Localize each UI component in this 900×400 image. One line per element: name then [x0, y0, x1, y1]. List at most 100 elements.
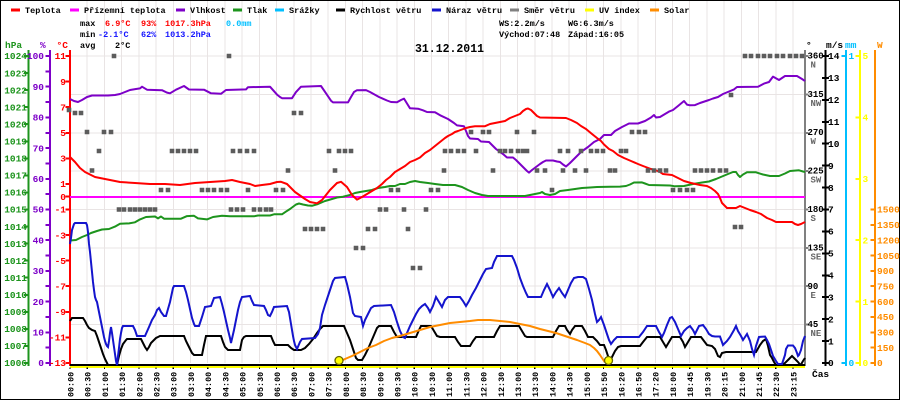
svg-text:01:00: 01:00 — [101, 372, 111, 397]
svg-text:1: 1 — [849, 51, 855, 62]
svg-text:04:30: 04:30 — [221, 372, 231, 397]
svg-text:13:00: 13:00 — [514, 372, 524, 397]
svg-text:1013: 1013 — [4, 239, 27, 250]
svg-text:-3: -3 — [55, 230, 67, 241]
svg-text:14:00: 14:00 — [548, 372, 558, 397]
svg-text:02:30: 02:30 — [153, 372, 163, 397]
svg-text:1019: 1019 — [4, 137, 27, 148]
svg-text:3: 3 — [863, 174, 869, 185]
svg-text:-5: -5 — [55, 256, 67, 267]
svg-text:0: 0 — [877, 358, 883, 369]
svg-text:07:30: 07:30 — [325, 372, 335, 397]
svg-text:1017.3hPa: 1017.3hPa — [165, 19, 211, 29]
svg-text:2: 2 — [863, 235, 869, 246]
svg-text:10: 10 — [828, 139, 840, 150]
svg-text:9: 9 — [60, 77, 66, 88]
svg-text:300: 300 — [877, 328, 894, 339]
svg-text:18:00: 18:00 — [669, 372, 679, 397]
svg-text:S: S — [811, 214, 817, 224]
svg-text:45: 45 — [808, 320, 819, 330]
svg-text:1: 1 — [863, 297, 869, 308]
svg-text:31.12.2011: 31.12.2011 — [415, 43, 484, 56]
svg-text:315: 315 — [808, 90, 824, 100]
svg-text:NE: NE — [811, 329, 822, 339]
svg-text:-1: -1 — [55, 205, 67, 216]
svg-text:135: 135 — [808, 243, 824, 253]
svg-text:70: 70 — [33, 143, 45, 154]
svg-text:16:20: 16:20 — [617, 372, 627, 397]
svg-text:-7: -7 — [55, 281, 67, 292]
svg-text:m/s: m/s — [826, 40, 843, 51]
svg-text:150: 150 — [877, 343, 894, 354]
svg-text:1006: 1006 — [4, 358, 27, 369]
svg-text:100: 100 — [27, 51, 44, 62]
svg-text:1: 1 — [828, 336, 834, 347]
svg-text:0: 0 — [863, 358, 869, 369]
svg-text:1015: 1015 — [4, 205, 27, 216]
svg-text:Směr větru: Směr větru — [524, 6, 575, 16]
svg-text:NW: NW — [811, 99, 822, 109]
svg-text:4: 4 — [828, 271, 834, 282]
svg-text:1008: 1008 — [4, 324, 27, 335]
svg-text:10:00: 10:00 — [411, 372, 421, 397]
svg-text:3: 3 — [60, 154, 66, 165]
svg-text:1500: 1500 — [877, 205, 900, 216]
svg-text:8: 8 — [828, 183, 834, 194]
svg-text:Západ:16:05: Západ:16:05 — [568, 30, 624, 40]
svg-text:1010: 1010 — [4, 290, 27, 301]
svg-text:03:00: 03:00 — [170, 372, 180, 397]
svg-text:50: 50 — [33, 205, 45, 216]
svg-text:80: 80 — [33, 113, 45, 124]
svg-text:15:50: 15:50 — [600, 372, 610, 397]
svg-text:08:30: 08:30 — [359, 372, 369, 397]
svg-text:11: 11 — [828, 117, 840, 128]
svg-text:600: 600 — [877, 297, 894, 308]
svg-text:90: 90 — [33, 82, 45, 93]
svg-text:225: 225 — [808, 167, 824, 177]
svg-text:UV index: UV index — [599, 6, 640, 16]
svg-text:WG:6.3m/s: WG:6.3m/s — [568, 19, 614, 29]
svg-text:15:00: 15:00 — [583, 372, 593, 397]
svg-text:07:00: 07:00 — [307, 372, 317, 397]
svg-text:min: min — [80, 30, 95, 40]
svg-text:°C: °C — [57, 40, 69, 51]
svg-text:4: 4 — [863, 113, 869, 124]
svg-text:Teplota: Teplota — [25, 6, 61, 16]
svg-text:12:30: 12:30 — [497, 372, 507, 397]
svg-text:1050: 1050 — [877, 251, 900, 262]
svg-text:%: % — [40, 40, 46, 51]
svg-text:90: 90 — [808, 282, 819, 292]
svg-text:18:45: 18:45 — [686, 372, 696, 397]
svg-text:2: 2 — [828, 314, 834, 325]
svg-text:-9: -9 — [55, 307, 67, 318]
svg-text:1021: 1021 — [4, 102, 27, 113]
svg-text:750: 750 — [877, 281, 894, 292]
svg-text:3: 3 — [828, 292, 834, 303]
svg-text:05:30: 05:30 — [256, 372, 266, 397]
svg-text:Solar: Solar — [664, 6, 690, 16]
svg-text:1023: 1023 — [4, 68, 27, 79]
svg-text:450: 450 — [877, 312, 894, 323]
svg-text:WS:2.2m/s: WS:2.2m/s — [499, 19, 545, 29]
svg-text:1024: 1024 — [4, 51, 27, 62]
svg-text:14: 14 — [828, 51, 840, 62]
svg-text:6.9°C: 6.9°C — [105, 19, 131, 29]
svg-text:01:30: 01:30 — [118, 372, 128, 397]
svg-text:06:30: 06:30 — [290, 372, 300, 397]
svg-text:5: 5 — [828, 249, 834, 260]
svg-text:Srážky: Srážky — [289, 6, 320, 16]
svg-text:180: 180 — [808, 205, 824, 215]
svg-text:1017: 1017 — [4, 171, 27, 182]
svg-text:09:30: 09:30 — [394, 372, 404, 397]
svg-text:W: W — [877, 40, 883, 51]
svg-text:19:30: 19:30 — [703, 372, 713, 397]
svg-text:1: 1 — [60, 179, 66, 190]
svg-text:09:00: 09:00 — [376, 372, 386, 397]
svg-text:hPa: hPa — [5, 40, 22, 51]
svg-text:N: N — [811, 61, 816, 71]
svg-text:Vlhkost: Vlhkost — [190, 6, 226, 16]
svg-text:270: 270 — [808, 128, 824, 138]
svg-text:mm: mm — [845, 40, 857, 51]
svg-text:06:00: 06:00 — [273, 372, 283, 397]
svg-text:Východ:07:48: Východ:07:48 — [499, 30, 560, 40]
